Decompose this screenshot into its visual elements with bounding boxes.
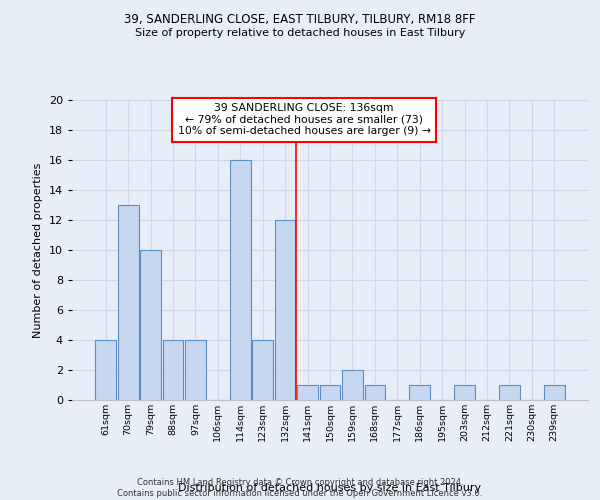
Bar (297, 385, 318, 400)
Text: Contains HM Land Registry data © Crown copyright and database right 2024.
Contai: Contains HM Land Registry data © Crown c… (118, 478, 482, 498)
Bar (544, 385, 565, 400)
Bar (230, 160, 251, 400)
Bar (253, 340, 273, 400)
Text: Size of property relative to detached houses in East Tilbury: Size of property relative to detached ho… (135, 28, 465, 38)
Bar (95, 340, 116, 400)
Bar (365, 385, 385, 400)
Bar (454, 385, 475, 400)
Bar (118, 205, 139, 400)
Bar (140, 250, 161, 400)
Bar (320, 385, 340, 400)
X-axis label: Distribution of detached houses by size in East Tilbury: Distribution of detached houses by size … (178, 483, 482, 493)
Bar (342, 370, 363, 400)
Text: 39 SANDERLING CLOSE: 136sqm  
← 79% of detached houses are smaller (73)
10% of s: 39 SANDERLING CLOSE: 136sqm ← 79% of det… (178, 103, 431, 136)
Bar (409, 385, 430, 400)
Bar (185, 340, 206, 400)
Text: 39, SANDERLING CLOSE, EAST TILBURY, TILBURY, RM18 8FF: 39, SANDERLING CLOSE, EAST TILBURY, TILB… (124, 12, 476, 26)
Y-axis label: Number of detached properties: Number of detached properties (33, 162, 43, 338)
Bar (499, 385, 520, 400)
Bar (163, 340, 184, 400)
Bar (275, 220, 295, 400)
